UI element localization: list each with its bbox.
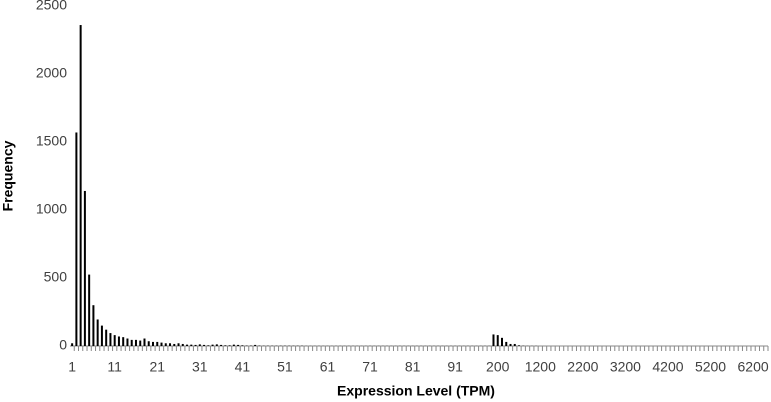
x-tick-label: 51 [277,359,293,375]
bar [505,341,508,346]
x-tick-label: 5200 [695,359,726,375]
bar [194,344,197,346]
x-tick-label: 6200 [738,359,769,375]
x-tick-label: 61 [320,359,336,375]
y-tick-label: 500 [44,269,68,285]
bar [156,341,159,346]
bar [126,338,129,346]
bar [71,343,74,346]
bar [96,319,99,346]
bar [203,344,206,346]
bar [492,334,495,346]
bar [237,344,240,346]
bar [151,341,154,346]
bar [215,344,218,346]
bar [211,344,214,346]
bar [105,329,108,346]
bar [254,344,257,346]
x-tick-label: 11 [107,359,122,375]
bar [207,345,210,346]
x-tick-label: 1 [68,359,76,375]
bar [181,343,184,346]
bar [113,335,116,346]
y-tick-label: 1000 [36,201,67,217]
bar [169,343,172,346]
x-tick-label: 200 [486,359,510,375]
bar [232,344,235,346]
bar [241,345,244,346]
x-tick-label: 41 [235,359,251,375]
bar [117,336,120,346]
bar [79,25,82,346]
x-axis-title: Expression Level (TPM) [337,383,495,399]
bar [75,132,78,346]
y-tick-label: 1500 [36,133,67,149]
bar [513,343,516,346]
y-tick-label: 2000 [36,65,67,81]
y-tick-label: 2500 [36,0,67,13]
bar [83,190,86,346]
bar [88,274,91,346]
bar [109,333,112,346]
x-tick-label: 1200 [525,359,556,375]
bar [143,338,146,346]
bar [173,343,176,346]
bar [190,344,193,346]
bar [224,345,227,346]
x-tick-label: 21 [149,359,165,375]
bar [220,344,223,346]
bar [198,344,201,346]
bar [92,305,95,346]
y-axis-title: Frequency [0,140,16,211]
bar [186,344,189,346]
x-tick-label: 71 [362,359,378,375]
bar [509,343,512,346]
bar [147,341,150,346]
bar [518,345,521,346]
x-tick-label: 31 [192,359,208,375]
bar [139,340,142,346]
x-tick-label: 2200 [567,359,598,375]
bar [122,337,125,346]
bar [164,343,167,346]
x-tick-label: 4200 [652,359,683,375]
x-tick-label: 3200 [610,359,641,375]
bar [228,345,231,346]
bar [177,343,180,346]
bar [496,335,499,346]
bar [160,342,163,346]
x-tick-label: 81 [405,359,421,375]
x-tick-label: 91 [447,359,463,375]
bar [134,339,137,346]
bar [130,339,133,346]
bar [500,337,503,346]
bar [100,325,103,346]
y-tick-label: 0 [59,337,67,353]
